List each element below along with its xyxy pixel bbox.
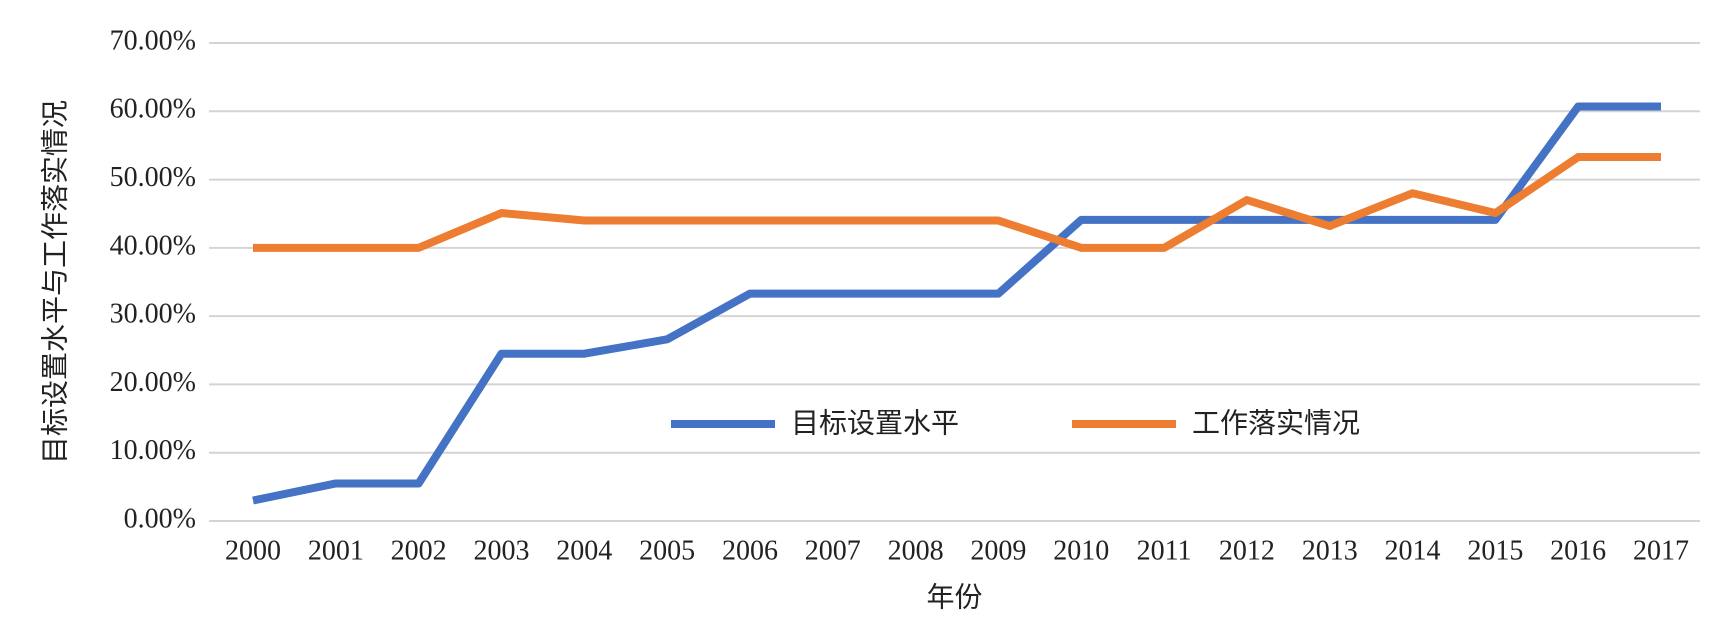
legend-label: 工作落实情况 xyxy=(1192,407,1360,439)
series-line xyxy=(252,102,1661,505)
x-axis-label: 年份 xyxy=(926,581,982,613)
x-tick-label: 2012 xyxy=(1219,535,1275,566)
y-tick-label: 0.00% xyxy=(124,503,196,534)
x-tick-label: 2009 xyxy=(970,535,1026,566)
y-tick-label: 20.00% xyxy=(110,367,196,398)
x-tick-label: 2011 xyxy=(1137,535,1192,566)
x-tick-label: 2008 xyxy=(888,535,944,566)
x-tick-label: 2017 xyxy=(1633,535,1689,566)
x-tick-label: 2002 xyxy=(391,535,447,566)
y-tick-label: 40.00% xyxy=(110,230,196,261)
y-tick-label: 50.00% xyxy=(110,162,196,193)
x-tick-label: 2007 xyxy=(805,535,861,566)
x-tick-label: 2015 xyxy=(1467,535,1523,566)
series-line xyxy=(253,153,1661,252)
y-tick-label: 10.00% xyxy=(110,435,196,466)
y-tick-label: 60.00% xyxy=(110,94,196,125)
x-tick-label: 2010 xyxy=(1053,535,1109,566)
x-tick-label: 2006 xyxy=(722,535,778,566)
x-tick-label: 2013 xyxy=(1302,535,1358,566)
x-tick-label: 2014 xyxy=(1385,535,1441,566)
y-tick-label: 30.00% xyxy=(110,299,196,330)
x-tick-label: 2004 xyxy=(556,535,612,566)
y-axis-label: 目标设置水平与工作落实情况 xyxy=(39,100,71,464)
legend-label: 目标设置水平 xyxy=(791,407,959,439)
x-tick-label: 2001 xyxy=(308,535,364,566)
x-tick-label: 2003 xyxy=(473,535,529,566)
x-tick-label: 2000 xyxy=(225,535,281,566)
y-tick-label: 70.00% xyxy=(110,25,196,56)
x-tick-label: 2016 xyxy=(1550,535,1606,566)
x-tick-label: 2005 xyxy=(639,535,695,566)
